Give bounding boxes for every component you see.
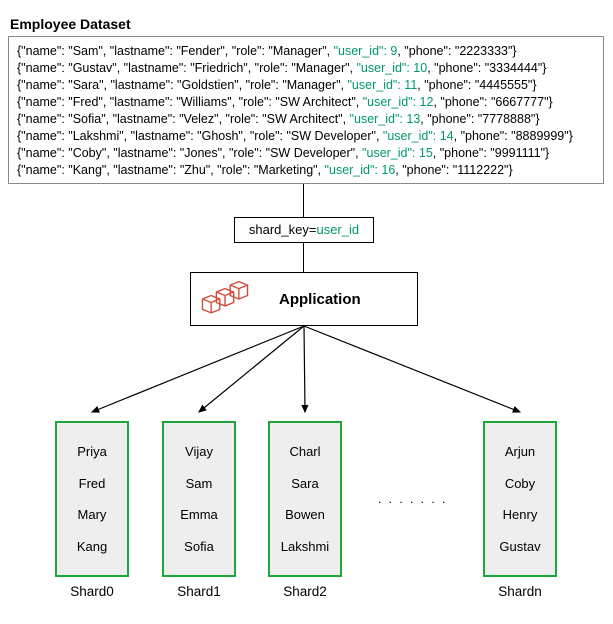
shard-item: Gustav [499, 539, 540, 554]
shard-label-0: Shard0 [55, 584, 129, 599]
shard-item: Mary [78, 507, 107, 522]
shard-item: Kang [77, 539, 107, 554]
shard-item: Sofia [184, 539, 214, 554]
shard-item: Vijay [185, 444, 213, 459]
shard-item: Coby [505, 476, 535, 491]
shard-box-1: Vijay Sam Emma Sofia [162, 421, 236, 577]
shard-item: Sara [291, 476, 318, 491]
shard-item: Henry [503, 507, 538, 522]
shard-item: Lakshmi [281, 539, 329, 554]
shard-item: Arjun [505, 444, 535, 459]
shard-item: Emma [180, 507, 218, 522]
shard-box-2: Charl Sara Bowen Lakshmi [268, 421, 342, 577]
shard-label-2: Shard2 [268, 584, 342, 599]
shard-label-1: Shard1 [162, 584, 236, 599]
shard-box-3: Arjun Coby Henry Gustav [483, 421, 557, 577]
shard-item: Sam [186, 476, 213, 491]
shard-label-3: Shardn [483, 584, 557, 599]
shard-item: Bowen [285, 507, 325, 522]
shard-item: Fred [79, 476, 106, 491]
shard-box-0: Priya Fred Mary Kang [55, 421, 129, 577]
shard-item: Priya [77, 444, 107, 459]
ellipsis: . . . . . . . [378, 492, 447, 506]
shard-item: Charl [289, 444, 320, 459]
